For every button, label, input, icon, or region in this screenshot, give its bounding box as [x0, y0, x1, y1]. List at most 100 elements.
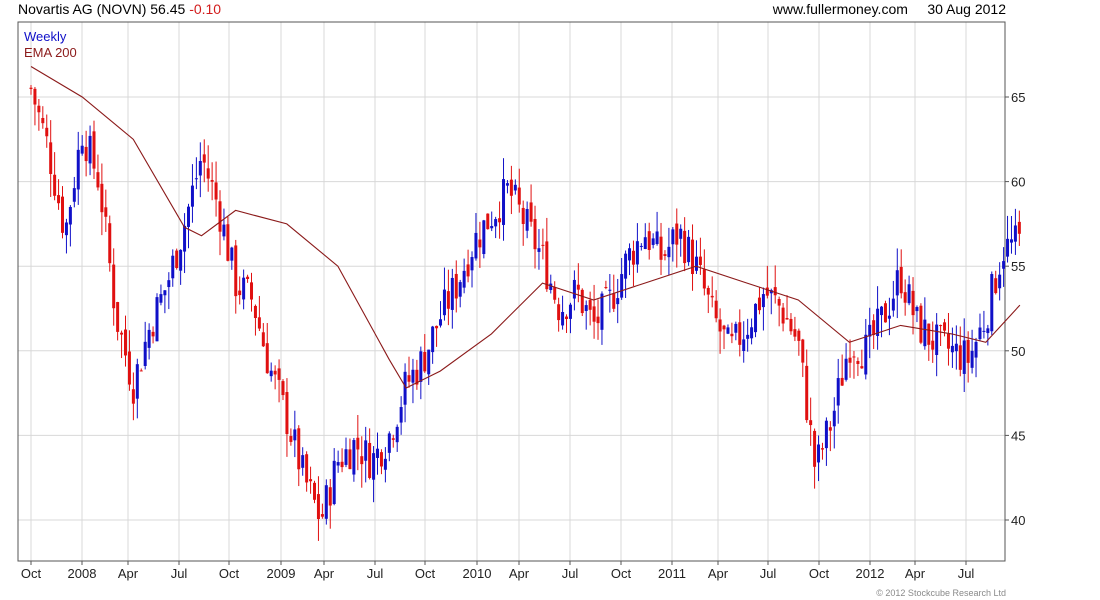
- weekly-candle: [691, 224, 695, 291]
- weekly-candle: [183, 213, 187, 274]
- weekly-candle: [860, 349, 864, 369]
- weekly-candle: [356, 414, 360, 471]
- weekly-candle: [364, 426, 368, 483]
- weekly-candle: [391, 434, 395, 448]
- weekly-candle: [104, 189, 108, 232]
- weekly-candle: [935, 313, 939, 377]
- weekly-candle: [549, 274, 553, 294]
- weekly-candle: [53, 152, 57, 201]
- weekly-candle: [253, 304, 257, 336]
- weekly-candle: [316, 476, 320, 541]
- weekly-candle: [789, 313, 793, 335]
- weekly-candle: [954, 325, 958, 370]
- weekly-candle: [289, 428, 293, 446]
- weekly-candle: [533, 205, 537, 269]
- weekly-candle: [218, 190, 222, 256]
- weekly-candle: [230, 246, 234, 270]
- weekly-candle: [324, 479, 328, 525]
- legend-ema: EMA 200: [24, 45, 77, 60]
- weekly-candle: [313, 480, 317, 504]
- weekly-candle: [525, 201, 529, 239]
- weekly-candle: [486, 213, 490, 230]
- weekly-candle: [309, 466, 313, 494]
- weekly-candle: [876, 286, 880, 350]
- weekly-candle: [179, 249, 183, 285]
- weekly-candle: [805, 349, 809, 423]
- weekly-candle: [498, 201, 502, 239]
- weekly-candle: [273, 365, 277, 390]
- weekly-candle: [127, 330, 131, 391]
- weekly-candle: [647, 222, 651, 260]
- weekly-candle: [49, 120, 53, 197]
- weekly-candle: [572, 270, 576, 311]
- weekly-candle: [754, 303, 758, 338]
- grid: [18, 22, 1005, 561]
- weekly-candle: [45, 114, 49, 148]
- weekly-candle: [466, 249, 470, 283]
- weekly-candle: [529, 184, 533, 227]
- weekly-candle: [33, 86, 37, 126]
- weekly-candle: [679, 224, 683, 257]
- weekly-candle: [206, 145, 210, 192]
- weekly-candle: [919, 303, 923, 345]
- site-name: www.fullermoney.com: [772, 1, 908, 17]
- weekly-candle: [683, 217, 687, 272]
- weekly-candle: [407, 356, 411, 388]
- weekly-candle: [765, 265, 769, 299]
- weekly-candle: [761, 287, 765, 331]
- x-tick-label: Jul: [562, 566, 579, 581]
- weekly-candle: [793, 316, 797, 342]
- weekly-candle: [872, 314, 876, 350]
- x-tick-label: 2012: [856, 566, 885, 581]
- weekly-candle: [246, 274, 250, 283]
- weekly-candle: [171, 249, 175, 287]
- weekly-candle: [175, 248, 179, 270]
- weekly-candle: [423, 334, 427, 373]
- weekly-candle: [454, 260, 458, 313]
- weekly-candle: [139, 368, 143, 372]
- weekly-candle: [293, 410, 297, 458]
- weekly-candle: [604, 280, 608, 290]
- x-tick-label: 2010: [463, 566, 492, 581]
- weekly-candle: [368, 428, 372, 480]
- weekly-candle: [643, 223, 647, 250]
- weekly-candle: [809, 397, 813, 446]
- copyright-notice: © 2012 Stockcube Research Ltd: [876, 588, 1006, 598]
- x-tick-label: Apr: [708, 566, 729, 581]
- weekly-candle: [277, 359, 281, 403]
- weekly-candle: [415, 359, 419, 390]
- weekly-candle: [927, 323, 931, 361]
- weekly-candle: [517, 168, 521, 213]
- weekly-candle: [939, 324, 943, 347]
- y-axis-ticks: 40 45 50 55 60 65: [1005, 90, 1025, 528]
- weekly-candle: [427, 349, 431, 385]
- weekly-candle: [64, 218, 68, 254]
- weekly-candle: [120, 330, 124, 359]
- weekly-candle: [946, 312, 950, 366]
- y-tick-label: 55: [1011, 259, 1025, 274]
- chart-source: www.fullermoney.com 30 Aug 2012: [773, 1, 1006, 17]
- x-tick-label: Apr: [509, 566, 530, 581]
- weekly-candle: [61, 186, 65, 239]
- weekly-candle: [376, 432, 380, 475]
- x-tick-label: Apr: [118, 566, 139, 581]
- weekly-candle: [76, 131, 80, 205]
- weekly-candle: [332, 448, 336, 506]
- weekly-candle: [399, 396, 403, 435]
- weekly-candle: [462, 258, 466, 294]
- weekly-candle: [37, 98, 41, 131]
- weekly-candle: [777, 296, 781, 327]
- weekly-candle: [655, 211, 659, 246]
- weekly-candle: [450, 268, 454, 329]
- weekly-candle: [828, 421, 832, 452]
- weekly-candle: [250, 272, 254, 312]
- weekly-candle: [891, 280, 895, 317]
- weekly-candle: [899, 249, 903, 299]
- weekly-candle: [568, 302, 572, 334]
- weekly-candle: [305, 451, 309, 492]
- security-name: Novartis AG (NOVN): [18, 1, 147, 17]
- x-tick-label: 2009: [267, 566, 296, 581]
- weekly-candle: [387, 431, 391, 462]
- weekly-candle: [210, 162, 214, 201]
